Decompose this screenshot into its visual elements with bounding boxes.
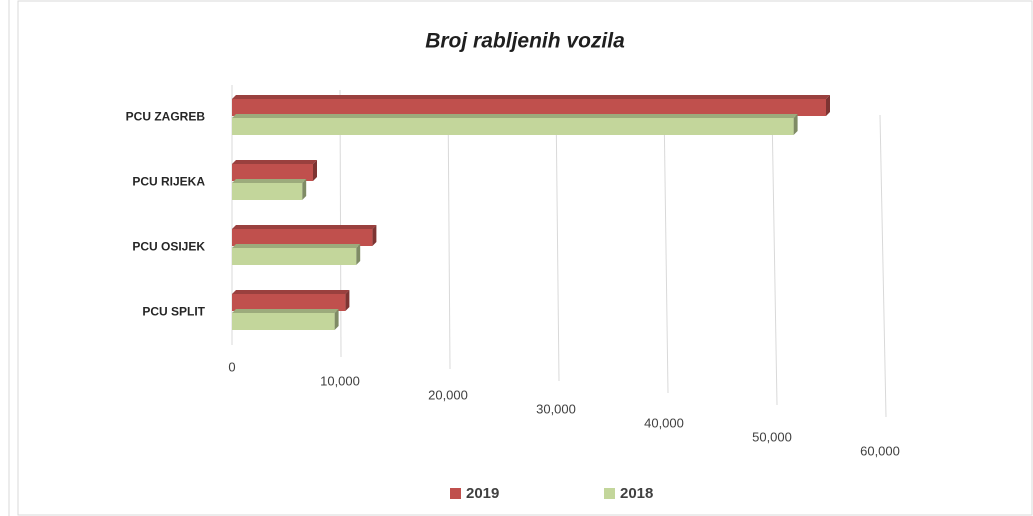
x-tick-label: 0 (228, 359, 235, 374)
y-tick-label: PCU OSIJEK (132, 240, 205, 254)
x-tick-label: 20,000 (428, 387, 468, 402)
x-tick-label: 10,000 (320, 373, 360, 388)
x-tick-label: 50,000 (752, 429, 792, 444)
bar-side (302, 179, 307, 200)
bar-top (232, 309, 339, 313)
y-tick-label: PCU SPLIT (142, 305, 205, 319)
grid-line (555, 99, 560, 382)
x-tick-label: 60,000 (860, 443, 900, 458)
grid-line (771, 109, 778, 406)
bar (232, 313, 335, 330)
bar-top (232, 179, 307, 183)
bar-top (232, 114, 798, 118)
bar (232, 183, 303, 200)
legend-swatch (450, 488, 461, 499)
bar-side (313, 160, 317, 181)
legend-label: 2019 (466, 485, 499, 502)
bar-top (232, 244, 361, 248)
x-tick-label: 30,000 (536, 401, 576, 416)
bar (232, 118, 794, 135)
bar-side (334, 309, 339, 330)
bar-top (232, 160, 317, 164)
y-tick-label: PCU RIJEKA (132, 175, 205, 189)
bar-side (356, 244, 361, 265)
legend-swatch (604, 488, 615, 499)
x-tick-label: 40,000 (644, 415, 684, 430)
bar (232, 229, 373, 246)
bar (232, 294, 346, 311)
legend-label: 2018 (620, 485, 653, 502)
bar-top (232, 290, 350, 294)
bar (232, 248, 357, 265)
bar-top (232, 95, 830, 99)
bar-side (826, 95, 830, 116)
grid-line (879, 114, 887, 418)
bar-side (793, 114, 798, 135)
chart-frame (17, 0, 1033, 516)
bar (232, 99, 826, 116)
bar-side (372, 225, 377, 246)
grid-line (663, 104, 669, 394)
grid-line (447, 94, 451, 370)
bar-top (232, 225, 377, 229)
y-tick-label: PCU ZAGREB (126, 110, 206, 124)
bar (232, 164, 313, 181)
bar-side (345, 290, 350, 311)
chart-title: Broj rabljenih vozila (425, 30, 625, 53)
